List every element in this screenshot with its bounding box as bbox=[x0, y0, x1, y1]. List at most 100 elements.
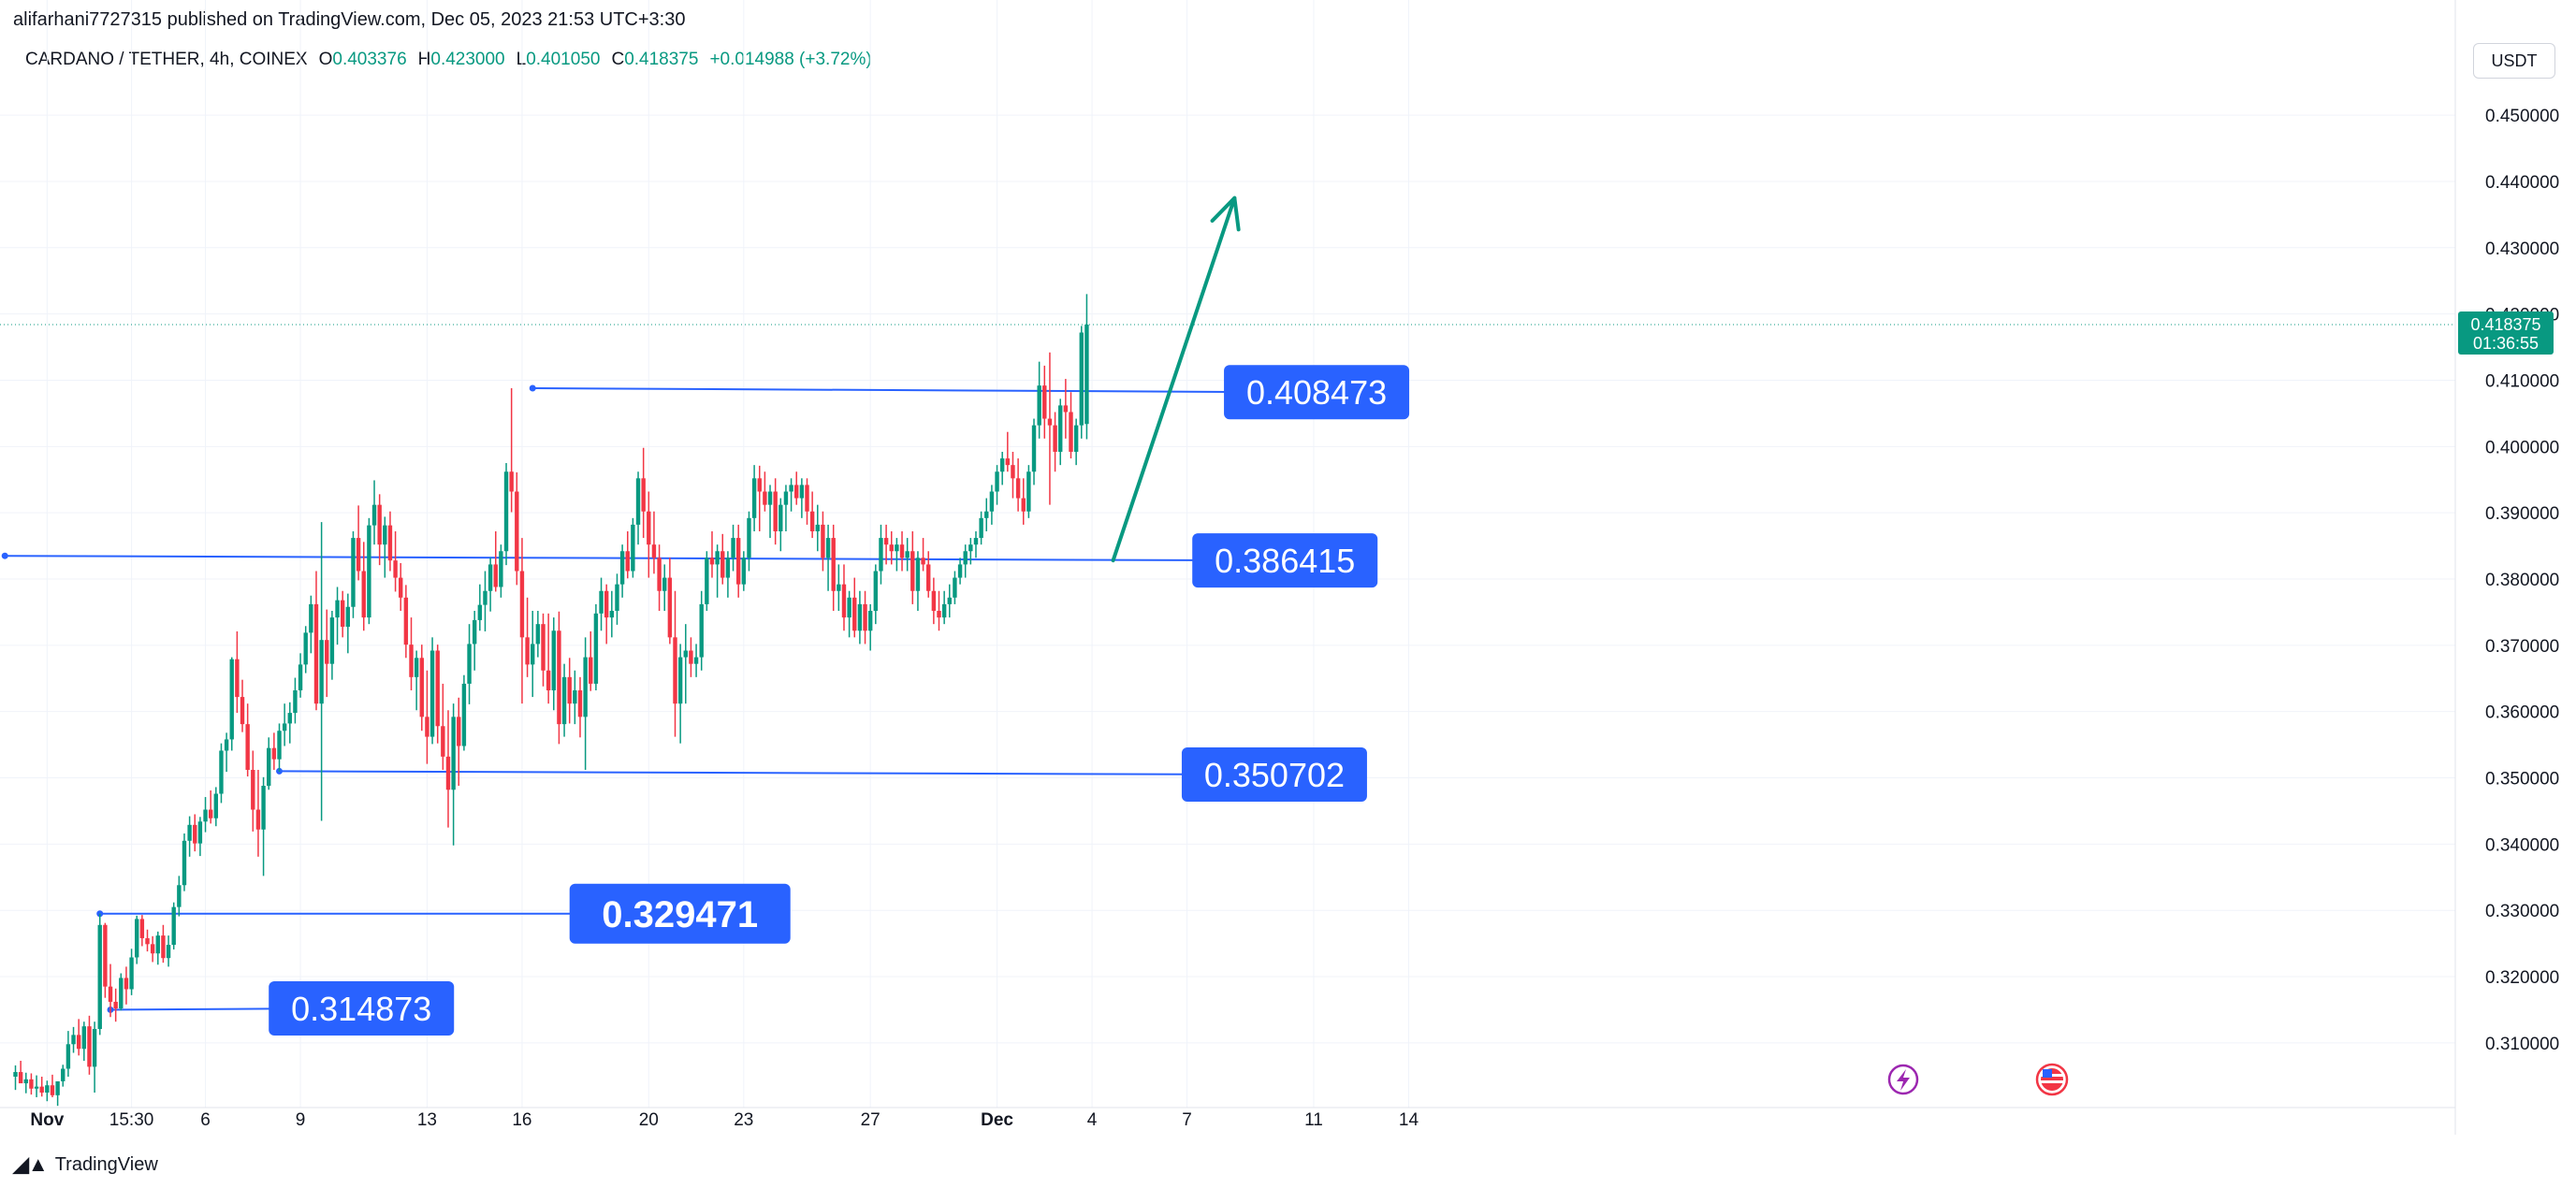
candle-body bbox=[1026, 471, 1031, 512]
low-label: L bbox=[516, 50, 527, 69]
candle-body bbox=[139, 919, 145, 938]
candle-body bbox=[957, 564, 963, 578]
y-tick-label: 0.310000 bbox=[2485, 1035, 2559, 1054]
candle-body bbox=[499, 551, 503, 587]
candle-body bbox=[573, 690, 577, 704]
candle-body bbox=[219, 750, 224, 794]
candle-body bbox=[240, 697, 245, 725]
candle-body bbox=[113, 1001, 118, 1009]
candle-body bbox=[535, 624, 541, 645]
candle-body bbox=[87, 1026, 92, 1067]
x-tick-label: 4 bbox=[1087, 1110, 1098, 1130]
candle-body bbox=[725, 558, 731, 578]
candle-body bbox=[515, 491, 519, 572]
candle-body bbox=[119, 978, 124, 1009]
candle-body bbox=[55, 1080, 60, 1095]
candle-body bbox=[461, 683, 467, 746]
time-axis: Nov 15:30 6 9 13 16 20 23 27 Dec 4 7 11 14 bbox=[30, 1110, 1419, 1130]
candle-body bbox=[805, 485, 809, 512]
candle-body bbox=[1084, 324, 1089, 425]
candle-body bbox=[177, 885, 182, 907]
candle-body bbox=[208, 809, 213, 819]
candle-body bbox=[699, 603, 704, 658]
candle-body bbox=[968, 544, 973, 552]
last-price-box bbox=[2458, 311, 2554, 355]
candle-body bbox=[625, 551, 630, 572]
candle-body bbox=[921, 558, 925, 565]
currency-button[interactable]: USDT bbox=[2473, 43, 2555, 79]
candle-body bbox=[561, 676, 567, 725]
level-label-text: 0.408473 bbox=[1246, 373, 1387, 412]
candle-body bbox=[367, 525, 371, 618]
candle-body bbox=[161, 935, 166, 959]
candle-body bbox=[667, 577, 673, 638]
candle-body bbox=[271, 747, 277, 760]
candle-body bbox=[1079, 332, 1084, 426]
candle-body bbox=[340, 600, 345, 628]
candle-body bbox=[1037, 385, 1041, 426]
high-value: 0.423000 bbox=[430, 50, 505, 69]
candle-body bbox=[1021, 498, 1026, 512]
x-tick-label: 20 bbox=[639, 1110, 659, 1130]
candle-body bbox=[377, 504, 382, 545]
candle-body bbox=[267, 747, 271, 787]
x-tick-label: 7 bbox=[1182, 1110, 1192, 1130]
candle-body bbox=[61, 1068, 65, 1081]
candle-body bbox=[298, 664, 303, 691]
candle-body bbox=[182, 840, 187, 886]
candle-body bbox=[425, 717, 429, 737]
candle-body bbox=[155, 935, 160, 954]
candle-body bbox=[335, 600, 340, 618]
candle-body bbox=[731, 538, 735, 558]
lightning-event-icon bbox=[1887, 1064, 1919, 1095]
candle-body bbox=[677, 657, 683, 704]
candle-body bbox=[287, 713, 292, 724]
candle-body bbox=[657, 558, 662, 591]
candle-body bbox=[493, 564, 498, 587]
level-label-text: 0.329471 bbox=[602, 894, 758, 935]
candle-body bbox=[235, 659, 240, 698]
candle-body bbox=[989, 491, 995, 512]
candle-body bbox=[472, 619, 477, 645]
candle-body bbox=[503, 471, 509, 552]
candle-body bbox=[467, 644, 472, 684]
candle-body bbox=[635, 478, 641, 525]
candle-body bbox=[92, 1028, 97, 1067]
x-tick-label: Dec bbox=[981, 1110, 1013, 1130]
x-tick-label: 14 bbox=[1399, 1110, 1419, 1130]
candle-body bbox=[631, 524, 635, 572]
candle-body bbox=[604, 590, 609, 618]
high-label: H bbox=[417, 50, 431, 69]
candle-body bbox=[1042, 385, 1047, 419]
candle-body bbox=[847, 597, 851, 618]
y-tick-label: 0.360000 bbox=[2485, 703, 2559, 723]
candle-body bbox=[557, 630, 561, 725]
tradingview-footer[interactable]: ◢▲ TradingView bbox=[13, 1152, 158, 1177]
candle-body bbox=[319, 640, 324, 704]
candle-body bbox=[108, 986, 113, 1002]
candle-body bbox=[873, 571, 879, 612]
candle-body bbox=[34, 1086, 39, 1089]
level-anchor bbox=[1, 552, 8, 559]
x-tick-label: 16 bbox=[512, 1110, 531, 1130]
candle-body bbox=[546, 670, 551, 691]
level-label-box bbox=[1181, 746, 1367, 802]
candle-body bbox=[18, 1072, 23, 1084]
candle-body bbox=[910, 551, 915, 591]
candle-body bbox=[135, 919, 139, 958]
candle-body bbox=[356, 538, 361, 572]
x-tick-label: 11 bbox=[1304, 1110, 1323, 1130]
level-line bbox=[279, 770, 1238, 775]
candle-body bbox=[409, 645, 414, 677]
candle-body bbox=[809, 511, 815, 531]
candle-body bbox=[419, 658, 424, 717]
level-label-box bbox=[1192, 533, 1378, 588]
y-tick-label: 0.350000 bbox=[2485, 770, 2559, 790]
candle-body bbox=[895, 544, 899, 552]
candle-body bbox=[757, 478, 762, 492]
candle-body bbox=[841, 584, 847, 618]
candle-body bbox=[97, 924, 102, 1029]
candle-body bbox=[76, 1035, 81, 1050]
